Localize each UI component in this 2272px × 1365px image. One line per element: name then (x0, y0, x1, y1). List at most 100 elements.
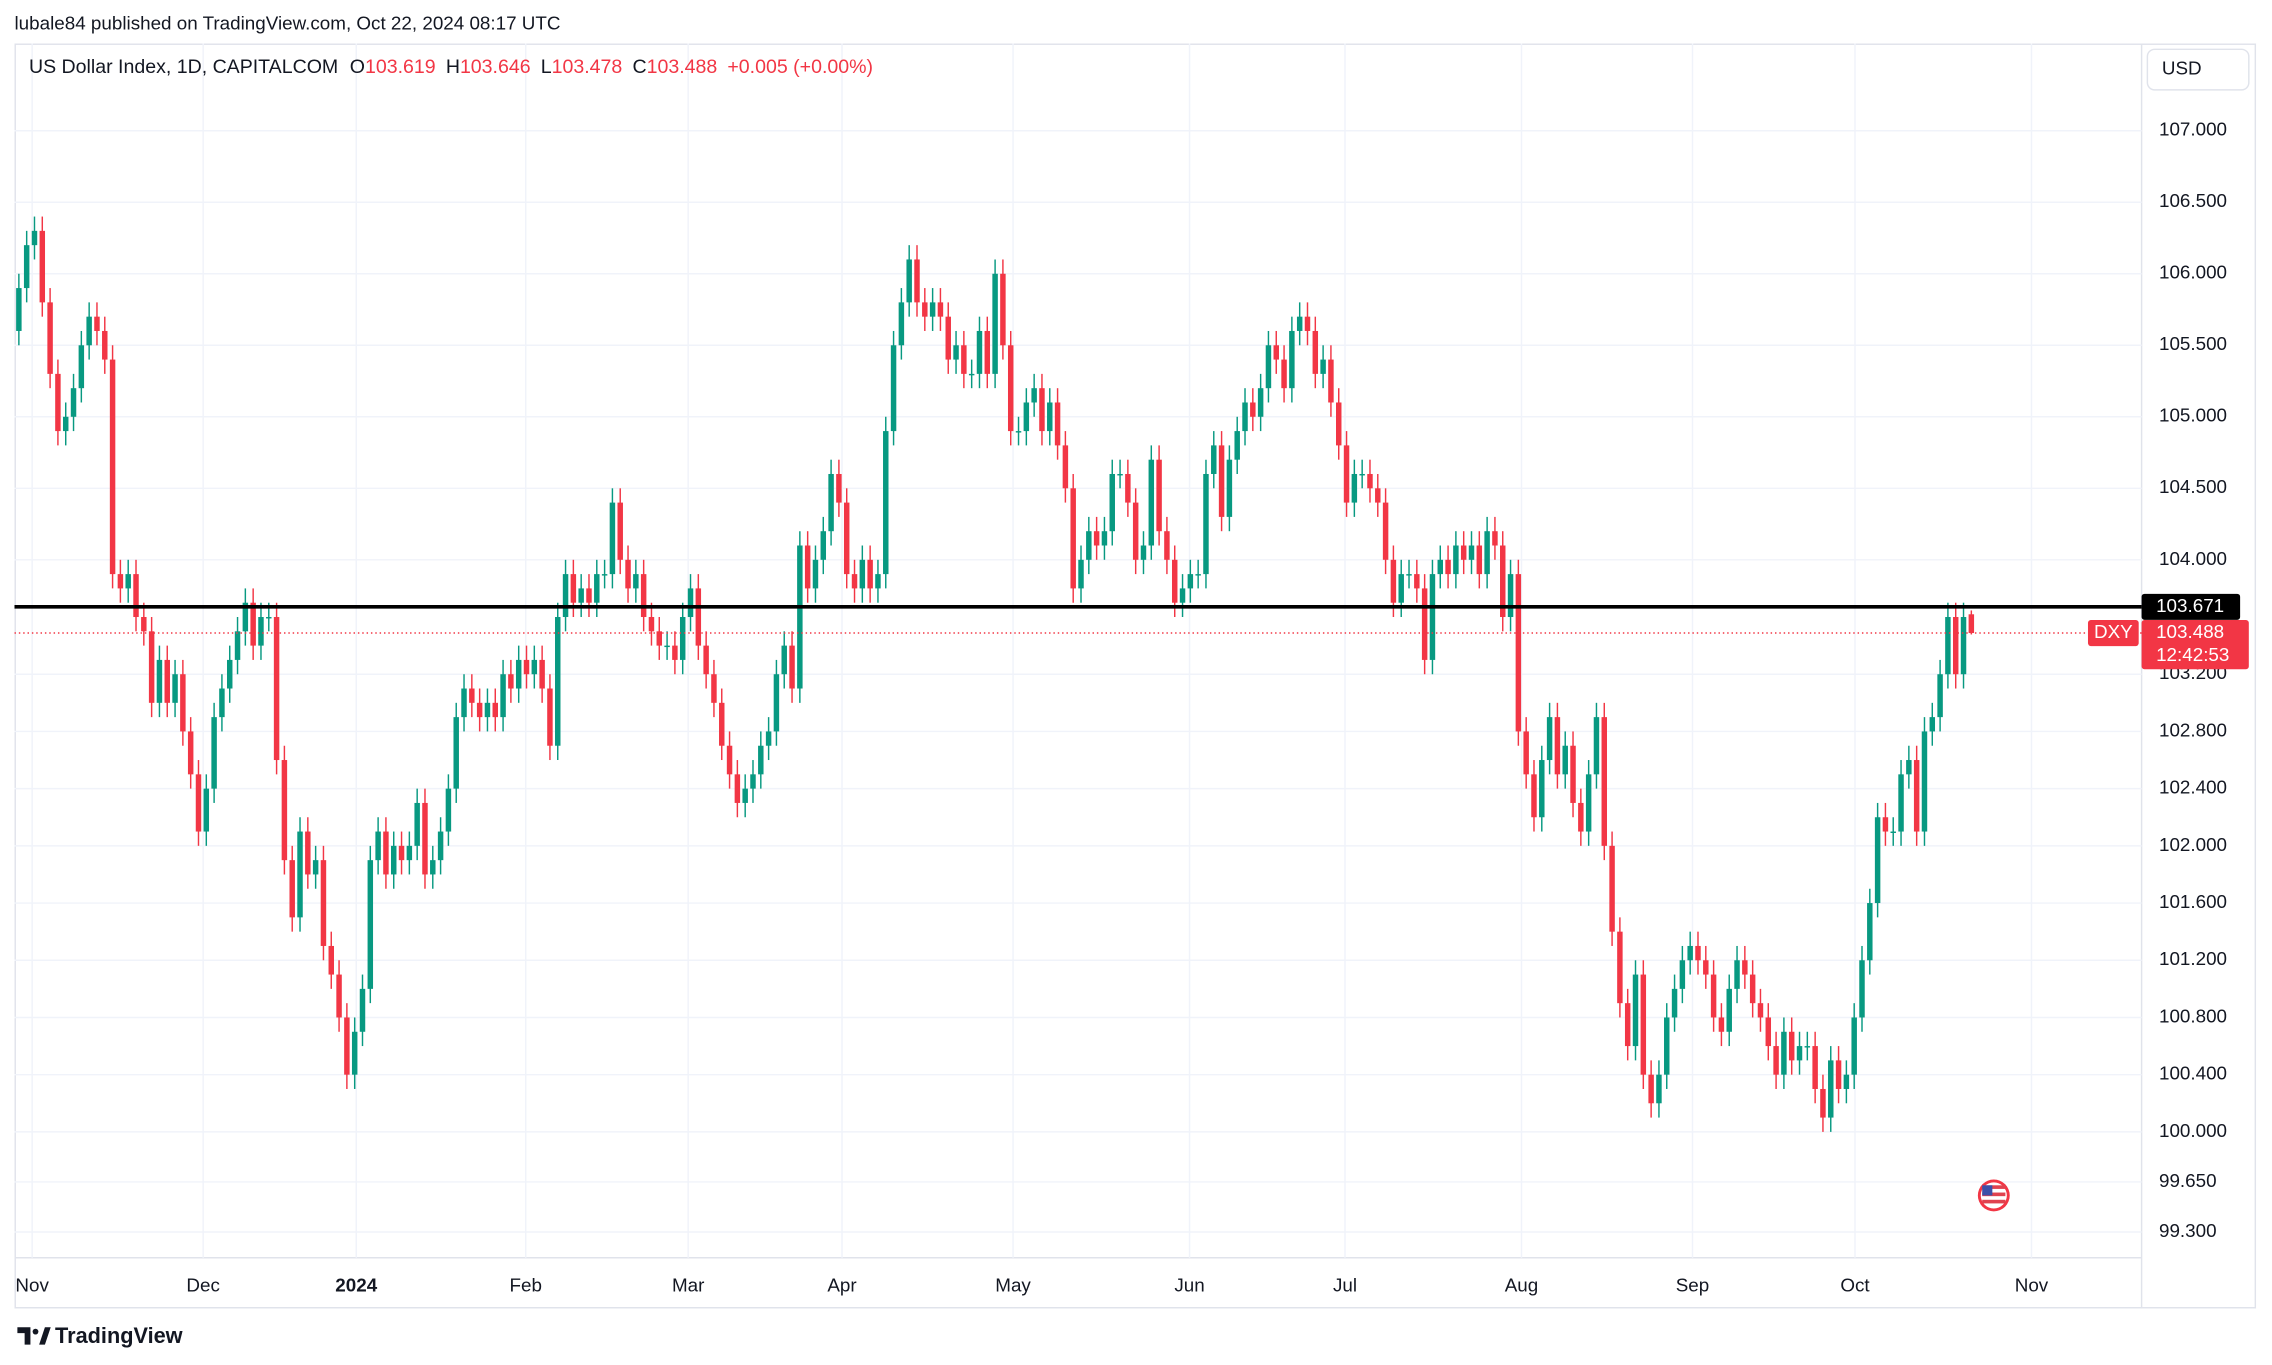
x-tick-label: Jul (1333, 1275, 1357, 1296)
legend-ohlc-value: 103.619 (365, 56, 436, 78)
candle-body (320, 860, 327, 946)
candle-body (617, 502, 623, 560)
candle-body (1820, 1088, 1826, 1118)
candle-body (1617, 931, 1623, 1004)
candle-body (859, 559, 866, 589)
candle-body (1828, 1060, 1834, 1118)
y-tick-label: 105.500 (2159, 333, 2227, 354)
candle-body (1796, 1046, 1803, 1061)
candle-body (273, 617, 280, 761)
y-tick-label: 102.000 (2159, 834, 2227, 855)
candle-body (851, 574, 858, 589)
candle-body (1039, 388, 1045, 432)
candle-body (531, 659, 538, 675)
candle-body (1742, 960, 1748, 975)
candle-body (312, 860, 319, 875)
hline-label-bg (2141, 593, 2241, 620)
candle-body (1562, 745, 1568, 775)
candle-body (1382, 502, 1389, 560)
x-tick-label: Mar (672, 1275, 704, 1296)
candle-body (1242, 402, 1248, 432)
candle-body (500, 674, 506, 718)
y-tick-label: 101.600 (2159, 891, 2227, 912)
candle-body (117, 574, 124, 589)
candle-body (23, 245, 30, 289)
candle-body (672, 645, 678, 660)
candle-body (625, 559, 631, 589)
candle-body (328, 945, 334, 975)
y-tick-label: 100.800 (2159, 1005, 2227, 1026)
candle-body (133, 574, 139, 618)
price-label-bg (2141, 619, 2249, 670)
candle-body (1640, 974, 1647, 1075)
candle-body (1257, 388, 1264, 417)
candle-body (1507, 574, 1514, 618)
candle-body (633, 574, 639, 589)
candle-body (1656, 1074, 1662, 1104)
candle-body (297, 831, 303, 918)
candle-body (351, 1031, 358, 1075)
candle-body (180, 674, 186, 732)
candle-body (141, 617, 147, 632)
candle-body (1835, 1060, 1842, 1089)
candle-body (430, 860, 436, 875)
chart-frame (14, 43, 2257, 1309)
candle-body (1421, 588, 1428, 660)
candle-body (1585, 774, 1592, 832)
candle-body (1734, 960, 1740, 989)
candle-body (1328, 359, 1334, 403)
candle-body (1109, 473, 1115, 532)
candle-body (1664, 1017, 1670, 1075)
candle-body (1015, 431, 1022, 433)
candle-body (234, 631, 241, 660)
candle-body (1624, 1003, 1631, 1047)
candle-body (648, 617, 655, 632)
candle-body (172, 674, 178, 703)
candle-body (359, 988, 366, 1032)
candle-body (469, 688, 475, 703)
legend-ohlc-label: L (541, 56, 552, 78)
candle-body (968, 373, 975, 376)
candle-body (1546, 717, 1553, 761)
candle-body (1211, 445, 1217, 474)
candle-body (1710, 974, 1717, 1018)
currency-button[interactable] (2146, 48, 2250, 91)
candle-body (1156, 459, 1162, 532)
candle-body (195, 774, 202, 832)
candle-body (523, 659, 530, 675)
grid: 107.000 106.500 106.000 105.500 105.000 104.5… (14, 43, 2227, 1296)
candle-body (890, 345, 897, 432)
y-tick-label: 105.000 (2159, 405, 2227, 426)
candle-body (984, 330, 991, 374)
candle-body (1648, 1074, 1654, 1104)
candle-body (976, 330, 983, 374)
candle-body (1726, 988, 1732, 1032)
candle-body (539, 659, 545, 689)
candle-body (1804, 1046, 1811, 1048)
candle-body (1336, 402, 1342, 446)
candle-body (695, 588, 702, 646)
candle-body (226, 659, 233, 689)
legend-ohlc-label: C (632, 56, 646, 78)
candle-body (1195, 574, 1201, 576)
candle-body (797, 545, 803, 689)
candle-body (1351, 473, 1358, 503)
candle-body (1859, 960, 1865, 1018)
candle-body (742, 788, 748, 803)
x-tick-label: Oct (1840, 1275, 1870, 1296)
candle-body (547, 688, 553, 746)
candle-body (562, 574, 569, 618)
candle-body (1289, 330, 1295, 389)
candle-body (492, 702, 499, 718)
candle-body (875, 574, 881, 589)
candle-body (1695, 945, 1701, 961)
candle-body (703, 645, 709, 675)
candle-body (94, 316, 100, 331)
candle-body (1093, 531, 1100, 546)
candle-body (219, 688, 225, 718)
candle-body (750, 774, 756, 789)
candle-body (16, 288, 22, 331)
currency[interactable]: USD (2162, 58, 2202, 79)
candle-body (437, 831, 444, 861)
